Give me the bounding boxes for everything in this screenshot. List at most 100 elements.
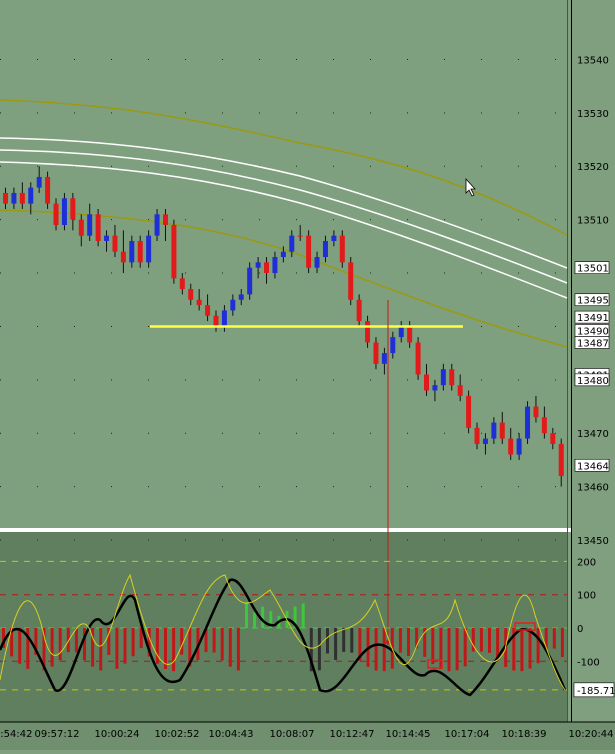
- candle-body: [499, 422, 505, 439]
- candle: [3, 187, 8, 209]
- candle: [558, 438, 564, 487]
- candle-body: [322, 241, 328, 258]
- osc-histogram-bar: [99, 628, 103, 671]
- candle: [61, 192, 67, 231]
- candle-body: [179, 278, 185, 290]
- candle-body: [112, 235, 118, 252]
- candle: [508, 427, 514, 460]
- osc-histogram-bar: [245, 602, 248, 628]
- candle-body: [45, 176, 51, 204]
- x-tick-label: 10:17:04: [445, 729, 490, 740]
- candle: [457, 374, 463, 402]
- price-tag-bg: [574, 293, 610, 307]
- osc-histogram-bar: [439, 628, 443, 670]
- candle: [255, 257, 261, 279]
- y-tick-label: 13464: [577, 461, 609, 472]
- osc-histogram-bar: [139, 628, 143, 649]
- osc-histogram-bar: [358, 628, 362, 661]
- candle-body: [213, 315, 219, 327]
- candle-body: [272, 257, 278, 274]
- osc-highlight-box: [514, 622, 536, 631]
- candle: [95, 208, 101, 247]
- candle-body: [491, 422, 497, 439]
- candle: [205, 294, 211, 322]
- osc-histogram-bar: [536, 628, 540, 664]
- candle-body: [104, 235, 110, 241]
- x-tick-label: 10:08:07: [270, 729, 315, 740]
- osc-histogram-bar: [253, 612, 257, 628]
- white-band-1: [0, 137, 568, 269]
- candle-body: [19, 192, 25, 204]
- osc-histogram-bar: [407, 628, 410, 656]
- candle: [499, 411, 505, 444]
- osc-tick-label: 0: [577, 624, 583, 635]
- osc-histogram-bar: [528, 628, 532, 669]
- candle-body: [373, 342, 379, 364]
- candle-body: [221, 310, 227, 327]
- osc-histogram-bar: [423, 628, 427, 657]
- candle-body: [558, 443, 564, 476]
- candle-body: [339, 235, 345, 263]
- osc-histogram-bar: [172, 628, 176, 672]
- candle-body: [280, 251, 286, 258]
- candle: [179, 273, 185, 295]
- candle-body: [297, 235, 303, 237]
- candle-body: [196, 299, 202, 306]
- candle: [381, 347, 387, 375]
- osc-histogram-bar: [488, 628, 491, 653]
- osc-histogram-bar: [236, 628, 240, 671]
- candle-body: [188, 289, 194, 300]
- candle: [424, 363, 429, 396]
- osc-main-line: [0, 578, 567, 697]
- y-tick-label: 13495: [577, 296, 609, 307]
- candle-body: [162, 214, 168, 225]
- osc-histogram-bar: [455, 628, 459, 671]
- candle-body: [3, 192, 8, 204]
- osc-histogram-bar: [58, 628, 62, 661]
- candle: [28, 182, 34, 215]
- candle: [525, 401, 531, 444]
- osc-tick-label: -185.71: [577, 686, 615, 697]
- candle: [466, 390, 472, 434]
- candle-body: [129, 241, 135, 263]
- candle-body: [238, 294, 244, 300]
- candle: [432, 379, 438, 402]
- candle-body: [449, 369, 455, 386]
- white-band-3: [0, 161, 568, 299]
- candle-body: [205, 305, 211, 316]
- candle-body: [28, 187, 34, 204]
- osc-histogram-bar: [309, 628, 313, 672]
- osc-histogram-bar: [50, 628, 54, 667]
- osc-histogram-bar: [66, 628, 70, 653]
- candle-body: [516, 438, 522, 455]
- candle: [162, 208, 168, 241]
- candle: [533, 395, 539, 423]
- candle: [482, 433, 488, 455]
- candle-body: [365, 321, 371, 343]
- candle: [440, 363, 446, 391]
- candle: [120, 230, 126, 274]
- osc-histogram-bar: [374, 628, 378, 671]
- candle: [272, 251, 278, 279]
- candle-body: [533, 406, 539, 418]
- price-axis-bg: [572, 0, 615, 722]
- candle: [373, 337, 379, 370]
- osc-histogram-bar: [496, 628, 500, 661]
- candle-body: [407, 326, 413, 343]
- osc-signal-line: [0, 573, 566, 691]
- candle: [188, 283, 194, 306]
- candle: [280, 246, 286, 263]
- candle-body: [154, 214, 160, 236]
- osc-histogram-bar: [415, 628, 419, 649]
- candle-body: [331, 235, 337, 241]
- candle-body: [348, 262, 354, 300]
- osc-histogram-bar: [479, 628, 483, 652]
- osc-histogram-bar: [471, 628, 475, 652]
- osc-histogram-bar: [123, 628, 127, 664]
- osc-histogram-bar: [398, 628, 402, 653]
- candle-body: [432, 385, 438, 391]
- candle: [45, 171, 51, 209]
- osc-histogram-bar: [342, 628, 346, 652]
